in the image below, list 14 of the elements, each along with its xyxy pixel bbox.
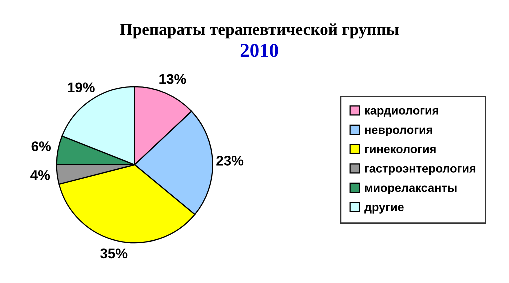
legend-label: неврология [365,128,432,137]
chart-subtitle: 2010 [240,44,278,58]
data-label: 4% [30,170,50,180]
legend-label: кардиология [365,108,438,118]
chart-title: Препараты терапевтической группы [120,24,399,39]
data-label: 23% [216,156,244,166]
data-label: 13% [160,74,186,84]
legend-label: гинекология [365,147,436,154]
legend-label: другие [364,205,404,214]
data-label: 19% [68,82,95,93]
legend-label: миорелаксанты [365,186,457,195]
legend-label: гастроэнтерология [365,166,476,176]
data-label: 35% [100,248,128,259]
data-label: 6% [32,142,52,152]
